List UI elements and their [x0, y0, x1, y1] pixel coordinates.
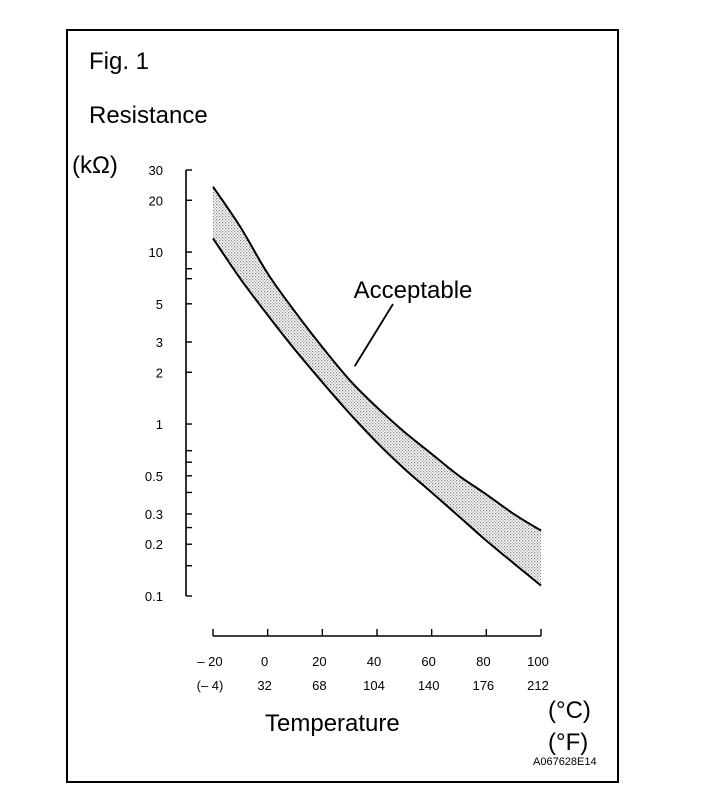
- annotation-acceptable: Acceptable: [354, 277, 473, 304]
- x-axis-unit-celsius: (°C): [548, 697, 591, 724]
- x-tick-label-fahrenheit: 68: [312, 678, 326, 693]
- x-axis-label: Temperature: [265, 710, 400, 737]
- y-tick-label: 30: [149, 163, 163, 178]
- y-tick-label: 1: [156, 417, 163, 432]
- upper-limit-curve: [212, 186, 542, 532]
- x-tick-label-fahrenheit: 176: [472, 678, 494, 693]
- acceptable-band: [213, 186, 541, 586]
- y-tick-label: 0.2: [145, 537, 163, 552]
- y-tick-label: 0.3: [145, 507, 163, 522]
- figure-code: A067628E14: [533, 756, 597, 768]
- lower-limit-curve: [212, 237, 542, 587]
- x-tick-label-celsius: 20: [312, 654, 326, 669]
- y-tick-label: 0.1: [145, 589, 163, 604]
- x-tick-label-celsius: 100: [527, 654, 549, 669]
- x-tick-label-fahrenheit: (– 4): [197, 678, 224, 693]
- x-tick-label-celsius: 0: [261, 654, 268, 669]
- x-tick-label-celsius: 80: [476, 654, 490, 669]
- x-tick-label-fahrenheit: 32: [257, 678, 271, 693]
- figure-label: Fig. 1: [89, 48, 150, 75]
- x-tick-label-celsius: 60: [421, 654, 435, 669]
- y-tick-label: 20: [149, 193, 163, 208]
- x-tick-label-fahrenheit: 212: [527, 678, 549, 693]
- y-tick-label: 2: [156, 365, 163, 380]
- annotation-leader-line: [353, 303, 394, 367]
- x-tick-label-fahrenheit: 140: [418, 678, 440, 693]
- figure-frame: [66, 29, 619, 783]
- y-tick-label: 3: [156, 335, 163, 350]
- y-axis-unit: (kΩ): [72, 152, 118, 179]
- x-tick-label-celsius: – 20: [197, 654, 222, 669]
- y-tick-label: 10: [149, 245, 163, 260]
- x-tick-label-fahrenheit: 104: [363, 678, 385, 693]
- x-axis-unit-fahrenheit: (°F): [548, 729, 589, 756]
- y-tick-label: 0.5: [145, 469, 163, 484]
- y-axis-label: Resistance: [89, 102, 208, 129]
- y-tick-label: 5: [156, 297, 163, 312]
- x-tick-label-celsius: 40: [367, 654, 381, 669]
